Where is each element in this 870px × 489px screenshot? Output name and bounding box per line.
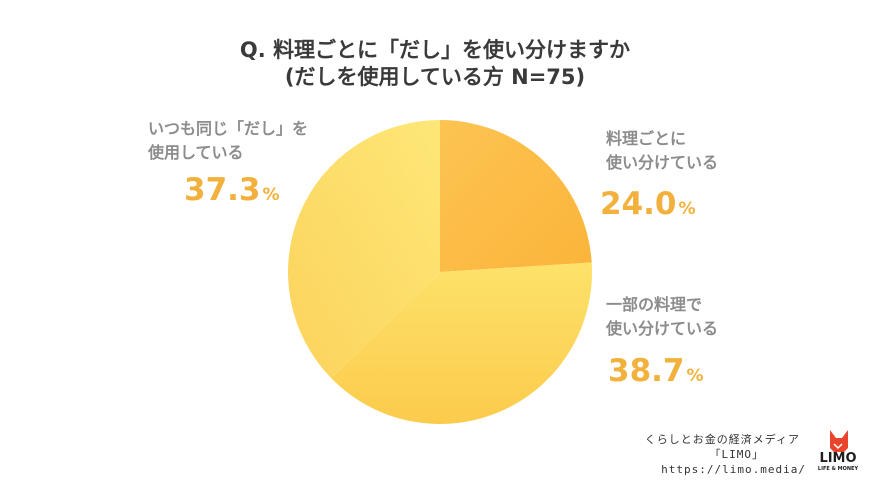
chart-title: Q. 料理ごとに「だし」を使い分けますか	[239, 38, 631, 62]
logo-subtext: LIFE & MONEY	[817, 466, 859, 472]
slice-value-0: 24.0%	[600, 186, 696, 227]
chart-subtitle: (だしを使用している方 N=75)	[284, 65, 586, 89]
logo-text: LIMO	[819, 451, 857, 466]
slice-value-1: 38.7%	[608, 353, 704, 394]
slice-label-line1: 一部の料理で	[606, 295, 703, 314]
slice-label-line1: 料理ごとに	[606, 129, 687, 148]
slice-value-unit: %	[262, 185, 280, 205]
footer-brand: 「LIMO」	[709, 448, 764, 461]
pie-slice-0	[440, 120, 592, 272]
slice-value-number: 24.0	[600, 186, 677, 222]
slice-label-line2: 使用している	[148, 143, 244, 162]
footer-tagline: くらしとお金の経済メディア	[644, 433, 800, 446]
slice-value-number: 37.3	[184, 172, 261, 208]
slice-value-number: 38.7	[608, 353, 685, 389]
slice-label-line2: 使い分けている	[606, 319, 719, 338]
slice-value-unit: %	[678, 199, 696, 219]
fox-icon	[830, 430, 848, 452]
slice-value-unit: %	[686, 366, 704, 386]
pie-slice-2	[287, 120, 440, 379]
slice-label-line1: いつも同じ「だし」を	[148, 119, 309, 138]
footer-url[interactable]: https://limo.media/	[661, 463, 806, 476]
slice-label-line2: 使い分けている	[606, 153, 719, 172]
slice-value-2: 37.3%	[184, 172, 280, 213]
pie-slice-1	[331, 262, 593, 424]
